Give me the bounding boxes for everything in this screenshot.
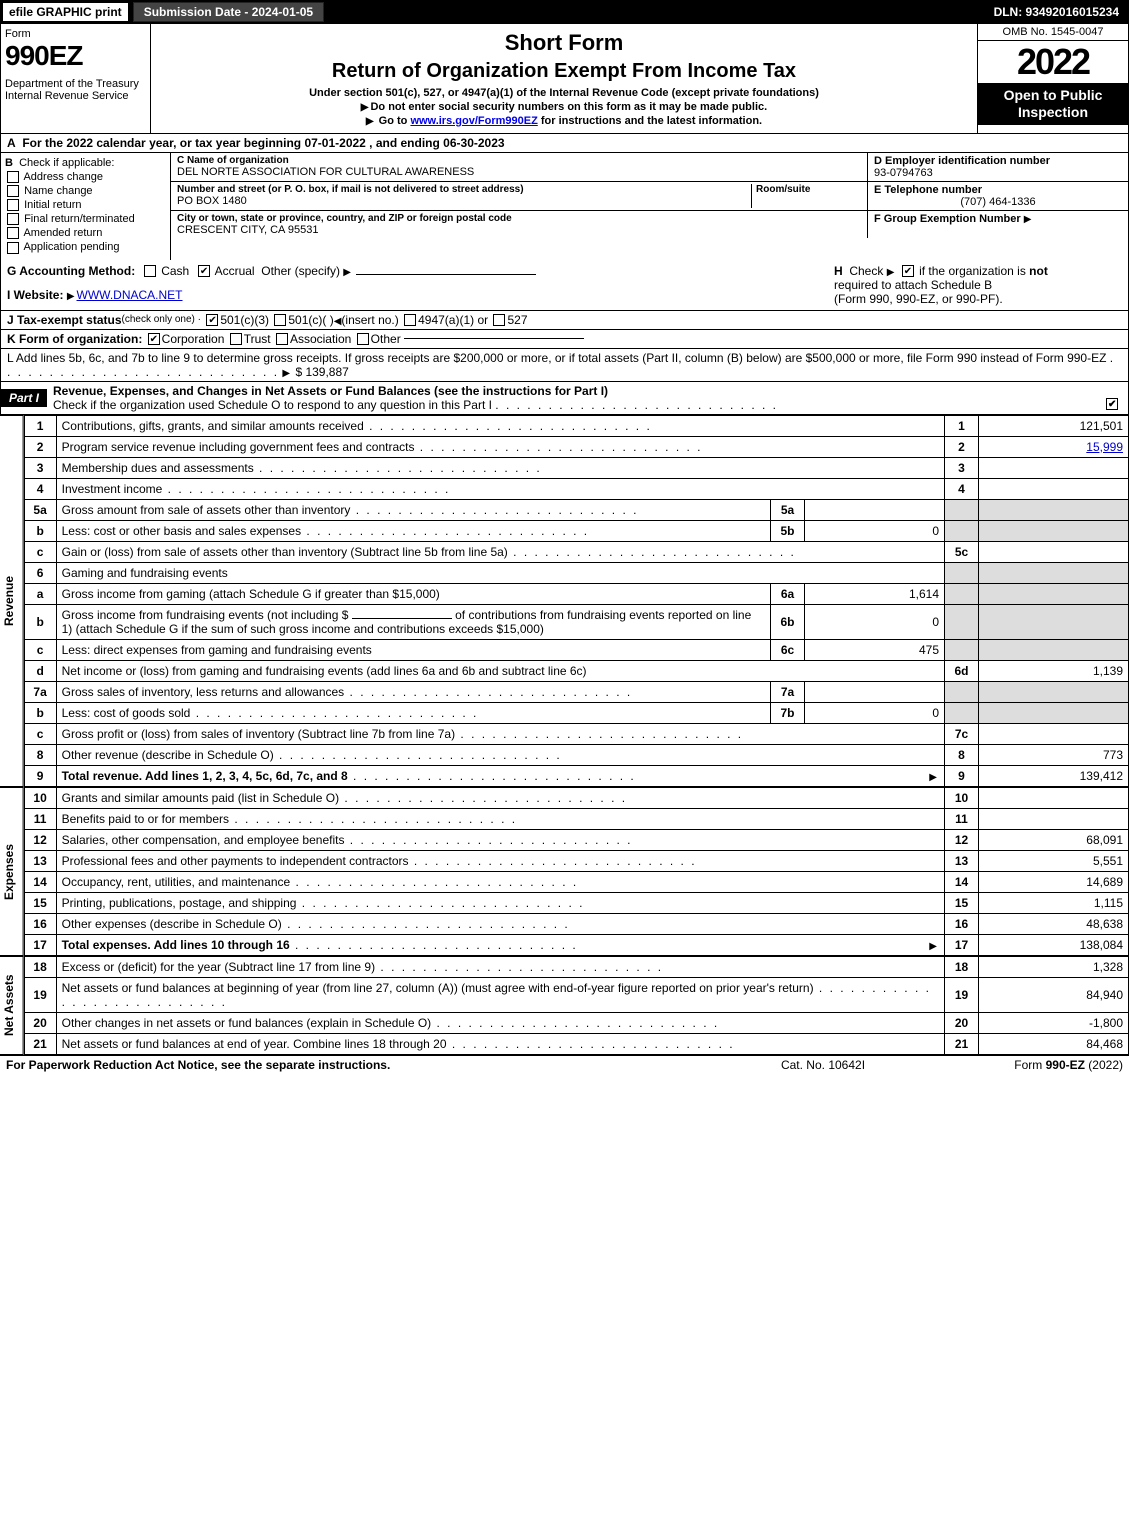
- c-name: C Name of organization DEL NORTE ASSOCIA…: [171, 153, 868, 181]
- l-text: L Add lines 5b, 6c, and 7b to line 9 to …: [7, 351, 1106, 365]
- goto-link[interactable]: www.irs.gov/Form990EZ: [410, 115, 537, 127]
- form-number: 990EZ: [5, 40, 146, 72]
- col-cde: C Name of organization DEL NORTE ASSOCIA…: [171, 153, 1128, 260]
- chk-address-change[interactable]: Address change: [5, 171, 166, 183]
- footer-left: For Paperwork Reduction Act Notice, see …: [6, 1058, 723, 1072]
- c-city: City or town, state or province, country…: [171, 211, 868, 238]
- part-i-header: Part I Revenue, Expenses, and Changes in…: [0, 382, 1129, 415]
- efile-print-button[interactable]: efile GRAPHIC print: [2, 2, 129, 22]
- chk-cash[interactable]: [144, 265, 156, 277]
- g-lbl: G Accounting Method:: [7, 264, 135, 278]
- org-name: DEL NORTE ASSOCIATION FOR CULTURAL AWARE…: [177, 166, 861, 178]
- footer-mid: Cat. No. 10642I: [723, 1058, 923, 1072]
- h-check: H Check if the organization is not requi…: [828, 260, 1128, 310]
- form-id-block: Form 990EZ Department of the Treasury In…: [1, 24, 151, 133]
- row-gh: G Accounting Method: Cash Accrual Other …: [0, 260, 1129, 311]
- row-a: A For the 2022 calendar year, or tax yea…: [0, 134, 1129, 153]
- d-ein: D Employer identification number 93-0794…: [868, 153, 1128, 181]
- top-bar: efile GRAPHIC print Submission Date - 20…: [0, 0, 1129, 24]
- chk-527[interactable]: [493, 314, 505, 326]
- chk-4947[interactable]: [404, 314, 416, 326]
- expenses-table: 10Grants and similar amounts paid (list …: [24, 787, 1129, 956]
- street-lbl: Number and street (or P. O. box, if mail…: [177, 184, 751, 195]
- city-value: CRESCENT CITY, CA 95531: [177, 224, 861, 236]
- goto-post: for instructions and the latest informat…: [541, 115, 762, 127]
- f-lbl: F Group Exemption Number: [874, 213, 1021, 225]
- ein-value: 93-0794763: [874, 167, 1122, 179]
- l-value: $ 139,887: [295, 365, 348, 379]
- side-netassets: Net Assets: [0, 956, 24, 1055]
- row-l: L Add lines 5b, 6c, and 7b to line 9 to …: [0, 349, 1129, 382]
- chk-other-org[interactable]: [357, 333, 369, 345]
- row-a-text: For the 2022 calendar year, or tax year …: [22, 136, 504, 150]
- footer: For Paperwork Reduction Act Notice, see …: [0, 1055, 1129, 1074]
- row-j: J Tax-exempt status (check only one) · 5…: [0, 311, 1129, 330]
- side-expenses: Expenses: [0, 787, 24, 956]
- chk-corp[interactable]: [148, 333, 160, 345]
- subtitle-goto: Go to www.irs.gov/Form990EZ for instruct…: [155, 115, 973, 127]
- d-lbl: D Employer identification number: [874, 155, 1122, 167]
- street-value: PO BOX 1480: [177, 195, 751, 207]
- chk-application-pending[interactable]: Application pending: [5, 241, 166, 253]
- c-street: Number and street (or P. O. box, if mail…: [171, 182, 868, 210]
- k-lbl: K Form of organization:: [7, 332, 142, 346]
- subtitle-under: Under section 501(c), 527, or 4947(a)(1)…: [155, 87, 973, 99]
- goto-pre: Go to: [379, 115, 411, 127]
- chk-initial-return[interactable]: Initial return: [5, 199, 166, 211]
- footer-right: Form 990-EZ (2022): [923, 1058, 1123, 1072]
- form-right-block: OMB No. 1545-0047 2022 Open to Public In…: [978, 24, 1128, 133]
- c-name-lbl: C Name of organization: [177, 155, 861, 166]
- chk-h[interactable]: [902, 265, 914, 277]
- city-lbl: City or town, state or province, country…: [177, 213, 861, 224]
- chk-accrual[interactable]: [198, 265, 210, 277]
- dln: DLN: 93492016015234: [986, 3, 1127, 21]
- room-lbl: Room/suite: [756, 184, 861, 195]
- chk-501c3[interactable]: [206, 314, 218, 326]
- title-return: Return of Organization Exempt From Incom…: [155, 60, 973, 83]
- part-i-title: Revenue, Expenses, and Changes in Net As…: [53, 384, 608, 398]
- col-b: B Check if applicable: Address change Na…: [1, 153, 171, 260]
- link-15999[interactable]: 15,999: [1086, 440, 1123, 454]
- dept: Department of the Treasury Internal Reve…: [5, 78, 146, 102]
- part-i-badge: Part I: [1, 389, 47, 407]
- netassets-block: Net Assets 18Excess or (deficit) for the…: [0, 956, 1129, 1055]
- submission-date: Submission Date - 2024-01-05: [133, 2, 324, 22]
- title-short-form: Short Form: [155, 30, 973, 56]
- form-title-block: Short Form Return of Organization Exempt…: [151, 24, 978, 133]
- e-phone: E Telephone number (707) 464-1336: [868, 182, 1128, 210]
- chk-501c[interactable]: [274, 314, 286, 326]
- phone-value: (707) 464-1336: [874, 196, 1122, 208]
- chk-amended-return[interactable]: Amended return: [5, 227, 166, 239]
- chk-schedule-o[interactable]: [1106, 398, 1118, 410]
- open-to-public: Open to Public Inspection: [978, 83, 1128, 125]
- subtitle-warn: Do not enter social security numbers on …: [155, 101, 973, 113]
- omb-number: OMB No. 1545-0047: [978, 24, 1128, 41]
- website-link[interactable]: WWW.DNACA.NET: [77, 288, 183, 302]
- row-k: K Form of organization: Corporation Trus…: [0, 330, 1129, 349]
- chk-name-change[interactable]: Name change: [5, 185, 166, 197]
- g-accounting: G Accounting Method: Cash Accrual Other …: [1, 260, 828, 310]
- expenses-block: Expenses 10Grants and similar amounts pa…: [0, 787, 1129, 956]
- chk-trust[interactable]: [230, 333, 242, 345]
- f-group: F Group Exemption Number: [868, 211, 1128, 238]
- side-revenue: Revenue: [0, 415, 24, 787]
- revenue-block: Revenue 1Contributions, gifts, grants, a…: [0, 415, 1129, 787]
- chk-assoc[interactable]: [276, 333, 288, 345]
- e-lbl: E Telephone number: [874, 184, 1122, 196]
- j-lbl: J Tax-exempt status: [7, 313, 122, 327]
- i-lbl: I Website:: [7, 288, 63, 302]
- revenue-table: 1Contributions, gifts, grants, and simil…: [24, 415, 1129, 787]
- form-word: Form: [5, 28, 146, 40]
- form-header: Form 990EZ Department of the Treasury In…: [0, 24, 1129, 134]
- tax-year: 2022: [978, 41, 1128, 83]
- b-hdr: Check if applicable:: [19, 157, 114, 169]
- part-i-check-text: Check if the organization used Schedule …: [53, 398, 492, 412]
- section-b-through-f: B Check if applicable: Address change Na…: [0, 153, 1129, 260]
- netassets-table: 18Excess or (deficit) for the year (Subt…: [24, 956, 1129, 1055]
- chk-final-return[interactable]: Final return/terminated: [5, 213, 166, 225]
